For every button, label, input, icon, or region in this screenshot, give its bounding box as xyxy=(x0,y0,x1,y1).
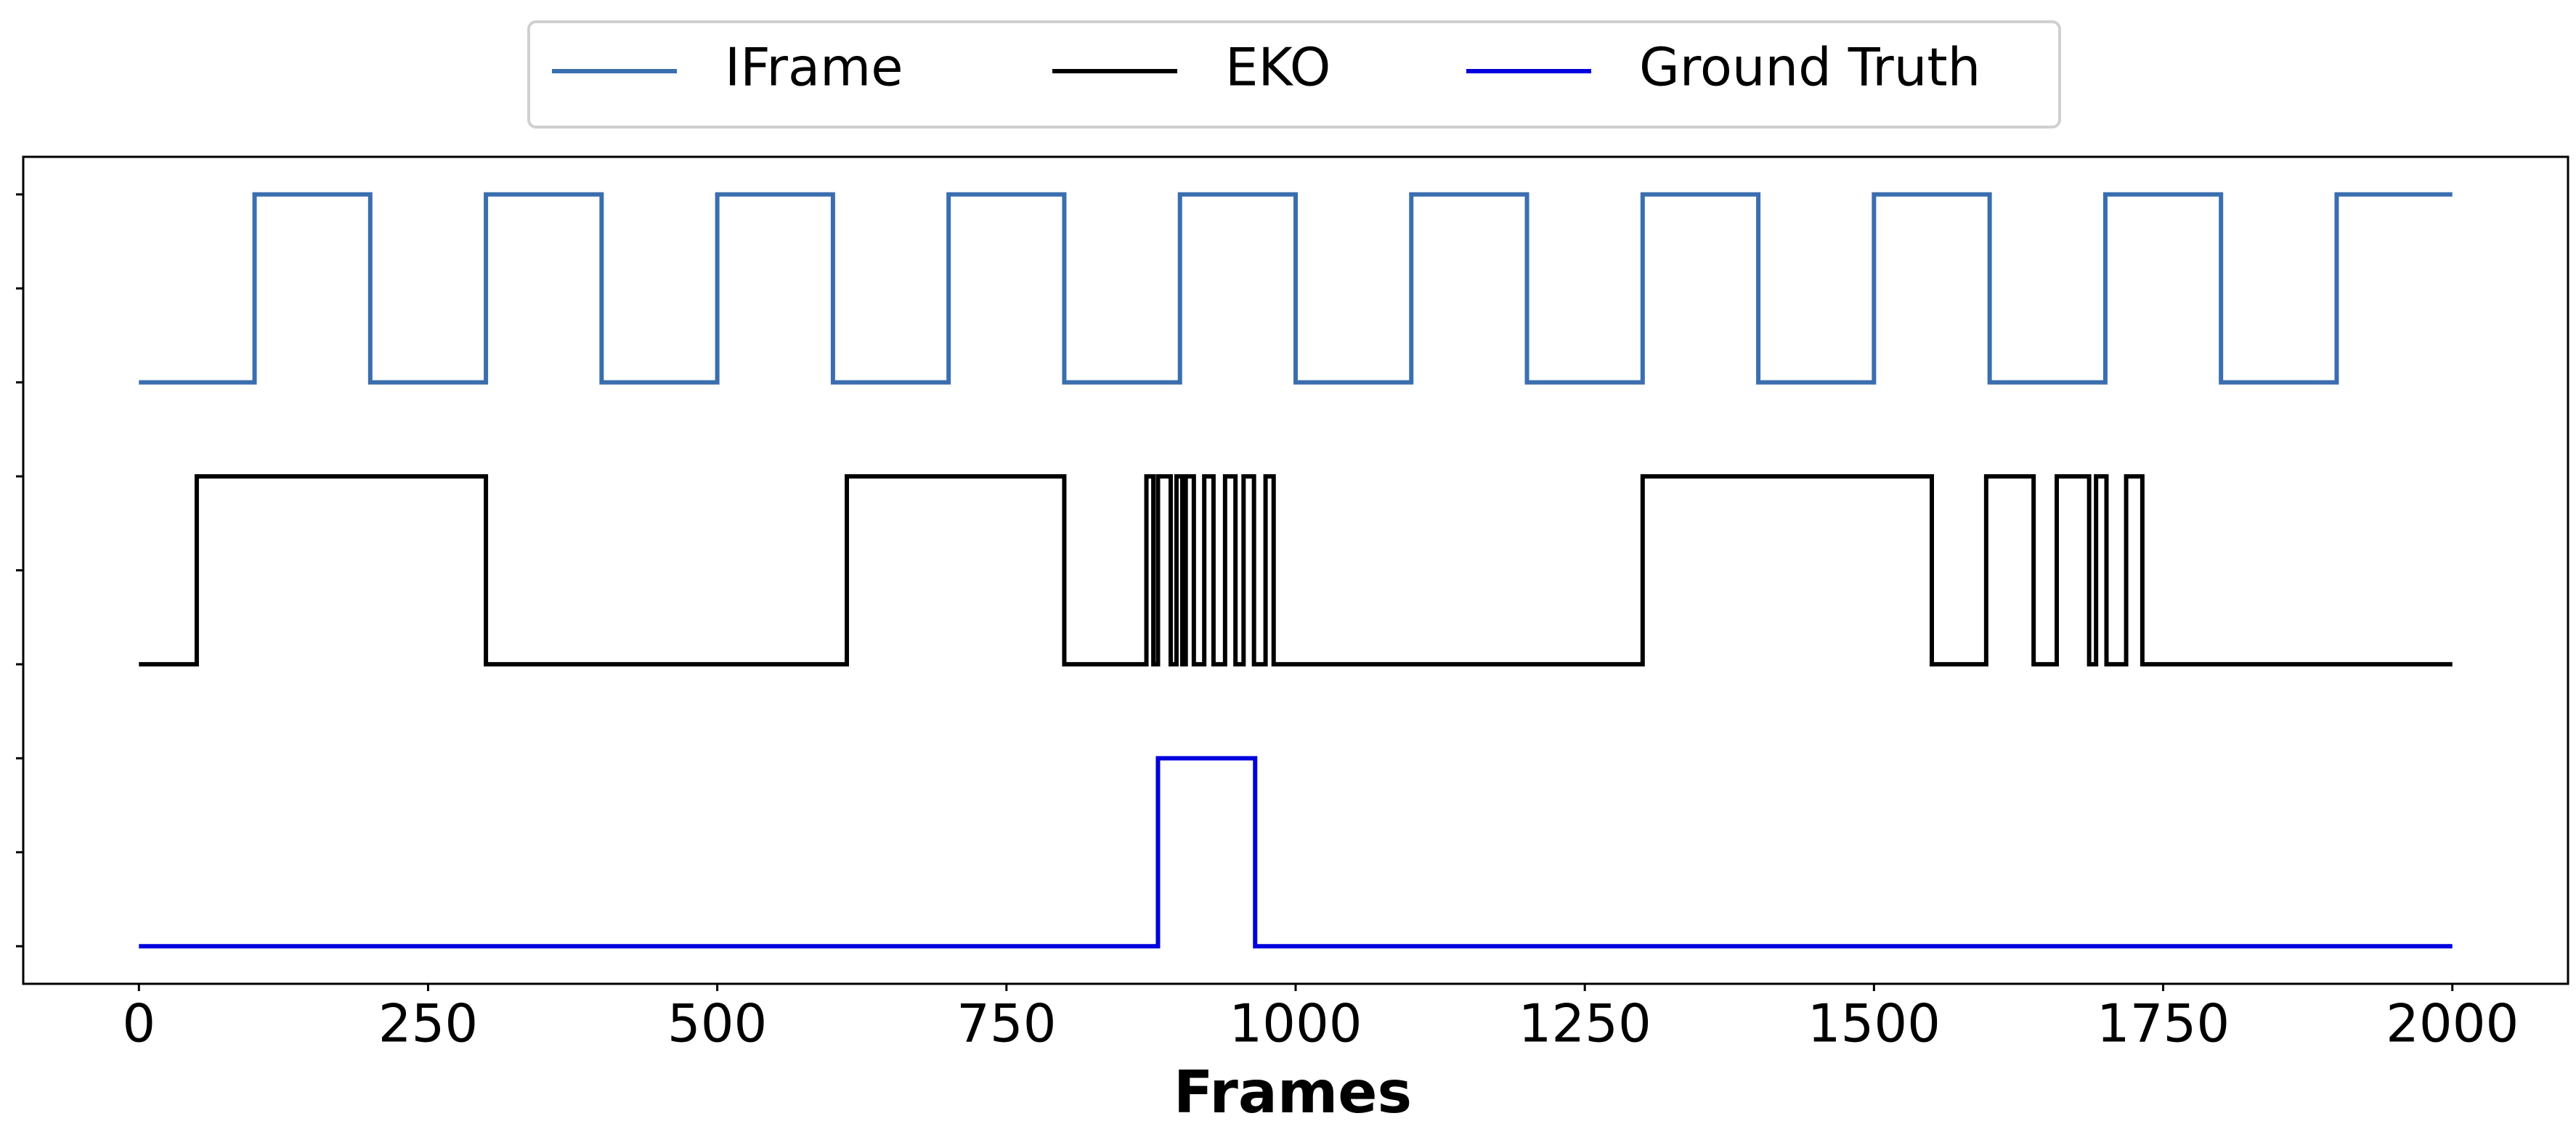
x-tick-label: 1000 xyxy=(1229,993,1362,1054)
legend-label: Ground Truth xyxy=(1639,37,1980,98)
x-tick-label: 0 xyxy=(122,993,155,1054)
x-tick-label: 1250 xyxy=(1519,993,1651,1054)
x-tick-label: 1750 xyxy=(2097,993,2230,1054)
series-line xyxy=(139,192,2453,385)
legend-label: EKO xyxy=(1225,37,1330,98)
x-tick-label: 2000 xyxy=(2386,993,2519,1054)
x-tick-label: 250 xyxy=(378,993,478,1054)
legend-box xyxy=(527,20,2061,129)
series-line xyxy=(139,474,2453,667)
legend-label: IFrame xyxy=(725,37,903,98)
x-tick-label: 750 xyxy=(956,993,1056,1054)
x-tick-label: 500 xyxy=(667,993,767,1054)
x-tick-label: 1500 xyxy=(1808,993,1941,1054)
x-axis-label: Frames xyxy=(1174,1059,1412,1126)
series-line xyxy=(139,756,2453,949)
